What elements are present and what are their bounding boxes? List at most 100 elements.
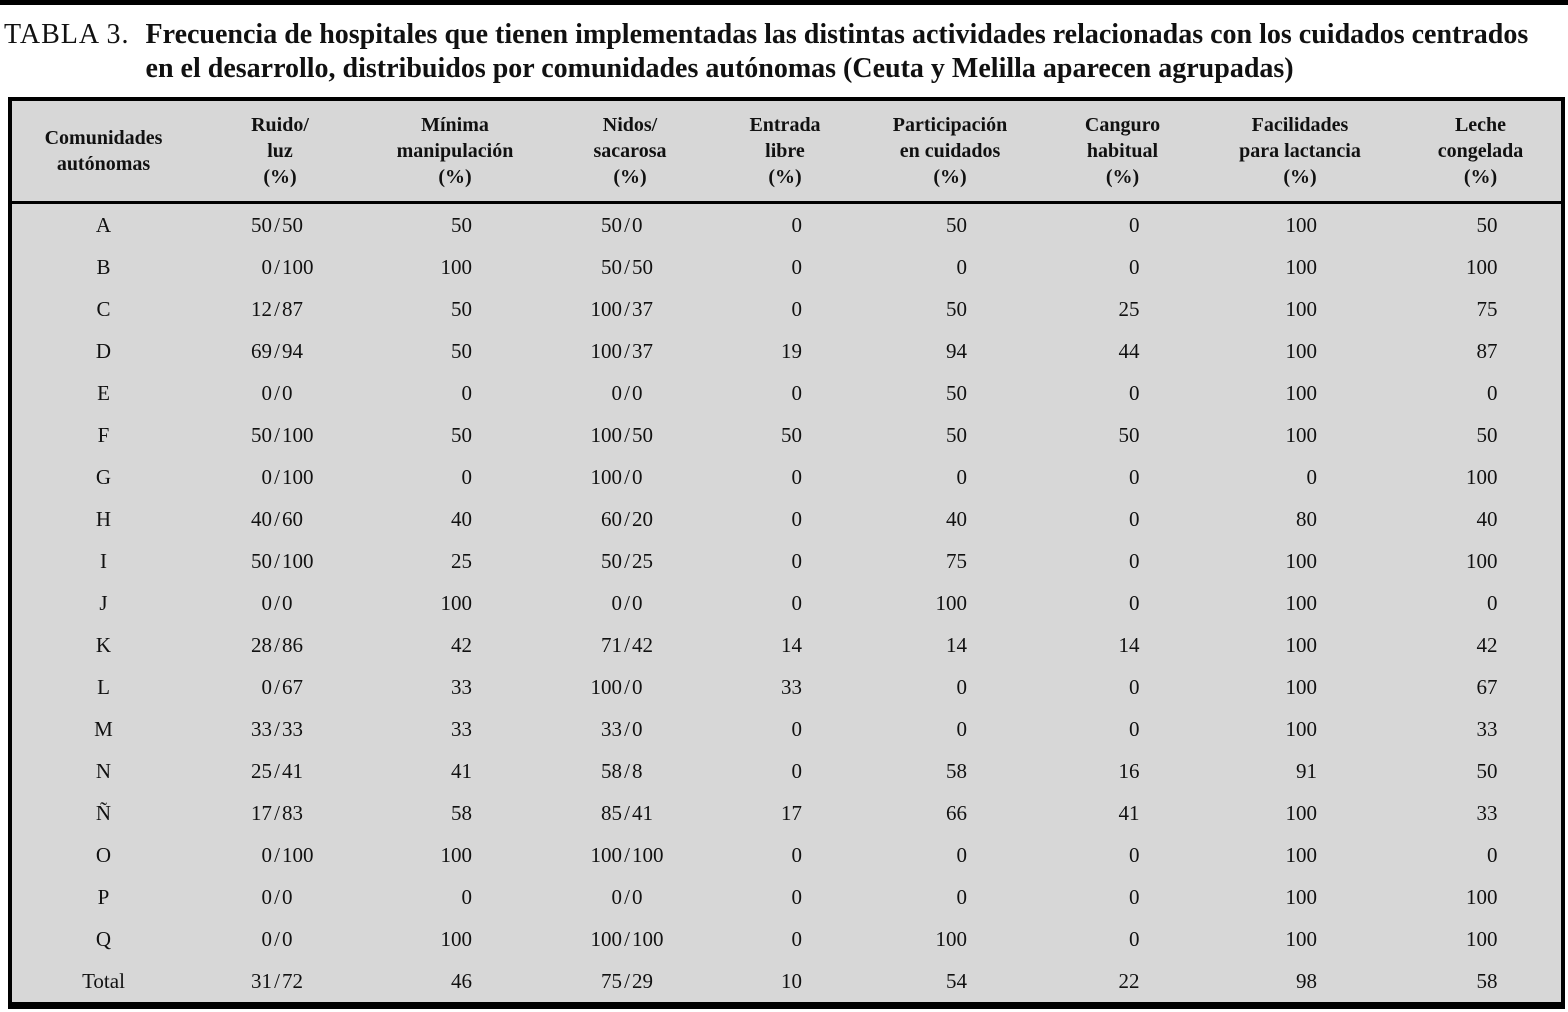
cell-participacion-cuidados: 100 xyxy=(935,926,968,951)
cell-facilidades-lactancia: 100 xyxy=(1285,380,1318,405)
table-row-k: K 28/86 42 71/42 14 14 14 100 42 xyxy=(10,624,1563,666)
cell-facilidades-lactancia: 98 xyxy=(1296,968,1317,993)
row-label: F xyxy=(97,422,110,447)
cell-nidos-sacarosa: 60/20 xyxy=(601,506,653,531)
table-row-b: B 0/100 100 50/50 0 0 0 100 100 xyxy=(10,246,1563,288)
cell-participacion-cuidados: 0 xyxy=(956,842,968,867)
cell-nidos-sacarosa: 71/42 xyxy=(601,632,653,657)
cell-minima-manipulacion: 50 xyxy=(451,296,472,321)
row-label: Total xyxy=(82,968,125,993)
cell-minima-manipulacion: 25 xyxy=(451,548,472,573)
cell-facilidades-lactancia: 100 xyxy=(1285,212,1318,237)
row-label: H xyxy=(95,506,112,531)
table-row-l: L 0/67 33 100/0 33 0 0 100 67 xyxy=(10,666,1563,708)
cell-leche-congelada: 40 xyxy=(1476,506,1498,531)
cell-nidos-sacarosa: 0/0 xyxy=(611,590,643,615)
cell-ruido-luz: 50/100 xyxy=(251,548,314,573)
cell-entrada-libre: 0 xyxy=(791,212,803,237)
cell-canguro-habitual: 14 xyxy=(1118,632,1140,657)
row-label: Q xyxy=(95,926,112,951)
cell-ruido-luz: 50/100 xyxy=(251,422,314,447)
row-label: J xyxy=(99,590,108,615)
row-label: I xyxy=(100,548,107,573)
cell-leche-congelada: 50 xyxy=(1476,758,1498,783)
column-header-canguro-habitual: Canguro habitual (%) xyxy=(1045,99,1200,204)
cell-entrada-libre: 0 xyxy=(791,254,803,279)
cell-facilidades-lactancia: 80 xyxy=(1296,506,1317,531)
cell-entrada-libre: 14 xyxy=(781,632,802,657)
cell-ruido-luz: 31/72 xyxy=(251,968,303,993)
cell-facilidades-lactancia: 100 xyxy=(1285,422,1318,447)
cell-leche-congelada: 100 xyxy=(1466,884,1498,909)
cell-facilidades-lactancia: 100 xyxy=(1285,884,1318,909)
cell-canguro-habitual: 0 xyxy=(1129,548,1140,573)
cell-canguro-habitual: 25 xyxy=(1118,296,1140,321)
cell-facilidades-lactancia: 100 xyxy=(1285,842,1318,867)
cell-participacion-cuidados: 0 xyxy=(956,884,968,909)
cell-facilidades-lactancia: 100 xyxy=(1285,674,1318,699)
cell-leche-congelada: 100 xyxy=(1466,926,1498,951)
table-row-q: Q 0/0 100 100/100 0 100 0 100 100 xyxy=(10,918,1563,960)
cell-nidos-sacarosa: 0/0 xyxy=(611,380,643,405)
cell-ruido-luz: 40/60 xyxy=(251,506,303,531)
cell-minima-manipulacion: 0 xyxy=(461,464,473,489)
cell-ruido-luz: 69/94 xyxy=(251,338,303,363)
cell-nidos-sacarosa: 0/0 xyxy=(611,884,643,909)
cell-ruido-luz: 0/0 xyxy=(261,884,293,909)
cell-leche-congelada: 100 xyxy=(1466,464,1498,489)
cell-leche-congelada: 67 xyxy=(1476,674,1498,699)
cell-canguro-habitual: 44 xyxy=(1118,338,1140,363)
cell-participacion-cuidados: 0 xyxy=(956,674,968,699)
cell-leche-congelada: 50 xyxy=(1476,422,1498,447)
column-header-participacion-cuidados: Participación en cuidados (%) xyxy=(855,99,1045,204)
table-row-p: P 0/0 0 0/0 0 0 0 100 100 xyxy=(10,876,1563,918)
cell-canguro-habitual: 50 xyxy=(1118,422,1140,447)
table-number-label: TABLA 3. xyxy=(4,19,130,50)
cell-minima-manipulacion: 33 xyxy=(451,674,472,699)
cell-nidos-sacarosa: 50/25 xyxy=(601,548,653,573)
top-rule xyxy=(0,0,1568,5)
cell-facilidades-lactancia: 100 xyxy=(1285,548,1318,573)
cell-entrada-libre: 0 xyxy=(791,464,803,489)
cell-leche-congelada: 42 xyxy=(1476,632,1498,657)
cell-ruido-luz: 28/86 xyxy=(251,632,303,657)
cell-minima-manipulacion: 50 xyxy=(451,338,472,363)
row-label: D xyxy=(95,338,112,363)
cell-leche-congelada: 100 xyxy=(1466,254,1498,279)
cell-minima-manipulacion: 100 xyxy=(440,590,473,615)
column-header-comunidades: Comunidades autónomas xyxy=(10,99,195,204)
cell-nidos-sacarosa: 100/0 xyxy=(590,464,643,489)
cell-facilidades-lactancia: 100 xyxy=(1285,716,1318,741)
cell-minima-manipulacion: 100 xyxy=(440,842,473,867)
cell-canguro-habitual: 0 xyxy=(1129,842,1140,867)
cell-minima-manipulacion: 46 xyxy=(451,968,472,993)
cell-entrada-libre: 17 xyxy=(781,800,802,825)
cell-minima-manipulacion: 100 xyxy=(440,254,473,279)
cell-leche-congelada: 0 xyxy=(1487,590,1498,615)
column-header-leche-congelada: Leche congelada (%) xyxy=(1400,99,1563,204)
cell-ruido-luz: 17/83 xyxy=(251,800,303,825)
cell-leche-congelada: 50 xyxy=(1476,212,1498,237)
cell-canguro-habitual: 0 xyxy=(1129,674,1140,699)
cell-facilidades-lactancia: 0 xyxy=(1306,464,1318,489)
cell-participacion-cuidados: 50 xyxy=(946,296,967,321)
cell-canguro-habitual: 0 xyxy=(1129,926,1140,951)
cell-canguro-habitual: 0 xyxy=(1129,254,1140,279)
table-caption: TABLA 3. Frecuencia de hospitales que ti… xyxy=(0,5,1568,95)
cell-participacion-cuidados: 75 xyxy=(946,548,967,573)
table-row-f: F 50/100 50 100/50 50 50 50 100 50 xyxy=(10,414,1563,456)
cell-participacion-cuidados: 14 xyxy=(946,632,967,657)
cell-canguro-habitual: 41 xyxy=(1118,800,1140,825)
table-row-ñ: Ñ 17/83 58 85/41 17 66 41 100 33 xyxy=(10,792,1563,834)
cell-nidos-sacarosa: 75/29 xyxy=(601,968,653,993)
cell-facilidades-lactancia: 100 xyxy=(1285,926,1318,951)
cell-leche-congelada: 33 xyxy=(1476,800,1498,825)
row-label: E xyxy=(97,380,110,405)
cell-canguro-habitual: 0 xyxy=(1129,716,1140,741)
cell-leche-congelada: 87 xyxy=(1476,338,1498,363)
row-label: N xyxy=(95,758,112,783)
cell-ruido-luz: 50/50 xyxy=(251,212,303,237)
table-row-c: C 12/87 50 100/37 0 50 25 100 75 xyxy=(10,288,1563,330)
cell-leche-congelada: 33 xyxy=(1476,716,1498,741)
cell-minima-manipulacion: 33 xyxy=(451,716,472,741)
